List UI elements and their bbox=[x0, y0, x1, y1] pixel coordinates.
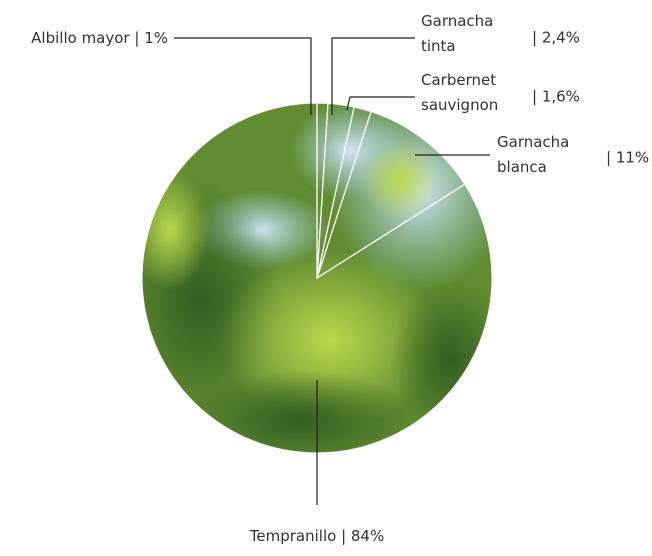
category-name: Albillo mayor bbox=[31, 29, 134, 47]
pie-slice bbox=[315, 110, 466, 280]
value-label: | 84% bbox=[341, 527, 384, 545]
value-label: | 1% bbox=[134, 29, 168, 47]
slice-label: Albillo mayor | 1% bbox=[31, 29, 168, 47]
leader-line bbox=[331, 37, 415, 115]
category-name: Tempranillo bbox=[249, 527, 341, 545]
slice-label: Garnacha blanca bbox=[497, 133, 569, 176]
leader-line bbox=[174, 37, 312, 115]
slice-label: Tempranillo | 84% bbox=[249, 527, 384, 545]
value-label: | 11% bbox=[606, 149, 649, 167]
slice-label: Garnacha tinta bbox=[421, 12, 493, 55]
value-label: | 2,4% bbox=[532, 29, 580, 47]
slice-label: Carbernet sauvignon bbox=[421, 71, 498, 114]
leader-line bbox=[346, 96, 415, 111]
value-label: | 1,6% bbox=[532, 88, 580, 106]
pie-slice bbox=[141, 102, 493, 454]
